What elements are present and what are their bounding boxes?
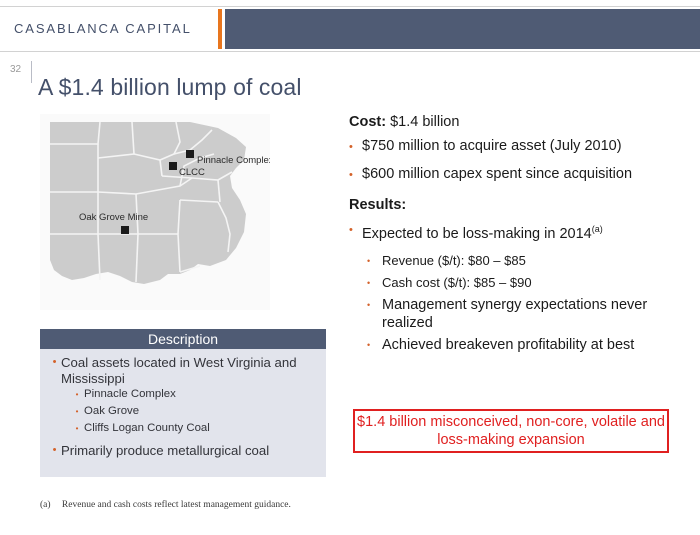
header-slate-block [225, 9, 700, 49]
page-title: A $1.4 billion lump of coal [38, 74, 302, 100]
results-section-heading: Results: [349, 197, 407, 213]
header-orange-accent-bar [218, 9, 222, 49]
footnote-text: Revenue and cash costs reflect latest ma… [61, 500, 291, 510]
cost-section-heading: Cost: $1.4 billion [349, 114, 679, 130]
description-sub-cliffs-logan-county-coal: • Cliffs Logan County Coal [70, 421, 318, 436]
map-marker-oak-grove-mine [121, 226, 129, 234]
results-sub-text: Cash cost ($/t): $85 – $90 [382, 274, 532, 290]
description-bullet-text: Coal assets located in West Virginia and… [61, 355, 297, 386]
bullet-icon: • [367, 299, 371, 310]
bullet-icon: • [349, 224, 353, 236]
cost-bullet-text: $600 million capex spent since acquisiti… [362, 166, 633, 182]
results-sub-breakeven-profitability: • Achieved breakeven profitability at be… [367, 336, 679, 354]
bullet-icon: • [52, 356, 57, 368]
map-graphic [50, 121, 246, 284]
description-header: Description [40, 329, 326, 349]
page-number: 32 [10, 64, 22, 75]
map-marker-pinnacle-complex [186, 150, 194, 158]
map-label-oak-grove-mine: Oak Grove Mine [79, 212, 149, 223]
map-marker-clcc [169, 162, 177, 170]
description-bullet-text: Primarily produce metallurgical coal [61, 443, 270, 458]
results-sub-text: Revenue ($/t): $80 – $85 [382, 252, 526, 268]
cost-bullet-text: $750 million to acquire asset (July 2010… [362, 138, 622, 154]
bullet-icon: • [349, 169, 353, 181]
results-bullet-text: Expected to be loss-making in 2014(a) [362, 220, 603, 244]
header-top-rule [0, 6, 700, 7]
map-state-borders [50, 121, 233, 283]
right-content-column: Cost: $1.4 billion • $750 million to acq… [349, 114, 679, 358]
slide-header: CASABLANCA CAPITAL [0, 6, 700, 52]
header-bottom-rule [0, 51, 700, 52]
cost-bullet-capex-spent: • $600 million capex spent since acquisi… [349, 165, 679, 185]
description-sub-text: Cliffs Logan County Coal [84, 422, 210, 434]
description-body: • Coal assets located in West Virginia a… [40, 349, 326, 477]
cost-heading-value: $1.4 billion [390, 114, 460, 130]
footnote: (a) Revenue and cash costs reflect lates… [40, 500, 291, 510]
bullet-icon: • [75, 424, 79, 433]
summary-callout-text: $1.4 billion misconceived, non-core, vol… [357, 414, 665, 448]
cost-bullet-acquire-asset: • $750 million to acquire asset (July 20… [349, 137, 679, 157]
bullet-icon: • [367, 339, 371, 350]
bullet-icon: • [52, 444, 57, 456]
cost-heading-label: Cost: [349, 114, 387, 130]
results-sub-cash-cost: • Cash cost ($/t): $85 – $90 [367, 274, 679, 292]
title-divider [31, 61, 32, 83]
description-bullet-metallurgical-coal: • Primarily produce metallurgical coal [48, 443, 318, 459]
description-panel: Description • Coal assets located in Wes… [40, 329, 326, 477]
brand-name: CASABLANCA CAPITAL [14, 21, 192, 36]
description-sub-oak-grove: • Oak Grove [70, 404, 318, 419]
map-label-clcc: CLCC [179, 167, 205, 178]
footnote-reference-marker: (a) [591, 224, 603, 234]
bullet-icon: • [349, 141, 353, 153]
description-sub-text: Oak Grove [84, 405, 140, 417]
footnote-marker: (a) [40, 500, 51, 510]
results-sub-text: Management synergy expectations never re… [382, 296, 648, 331]
map-label-pinnacle-complex: Pinnacle Complex [197, 155, 270, 166]
bullet-icon: • [367, 255, 371, 266]
summary-callout-box: $1.4 billion misconceived, non-core, vol… [353, 409, 669, 453]
results-bullet-main-text: Expected to be loss-making in 2014 [362, 225, 592, 242]
results-bullet-loss-making: • Expected to be loss-making in 2014(a) [349, 220, 679, 244]
map-landmass [50, 122, 246, 284]
bullet-icon: • [75, 390, 79, 399]
location-map: Pinnacle Complex CLCC Oak Grove Mine [40, 114, 270, 310]
description-sub-pinnacle-complex: • Pinnacle Complex [70, 387, 318, 402]
results-sub-text: Achieved breakeven profitability at best [382, 336, 635, 353]
description-bullet-coal-assets: • Coal assets located in West Virginia a… [48, 355, 318, 386]
results-sub-management-synergy: • Management synergy expectations never … [367, 296, 679, 332]
bullet-icon: • [75, 407, 79, 416]
description-sub-text: Pinnacle Complex [84, 388, 176, 400]
bullet-icon: • [367, 277, 371, 288]
results-sub-revenue: • Revenue ($/t): $80 – $85 [367, 252, 679, 270]
